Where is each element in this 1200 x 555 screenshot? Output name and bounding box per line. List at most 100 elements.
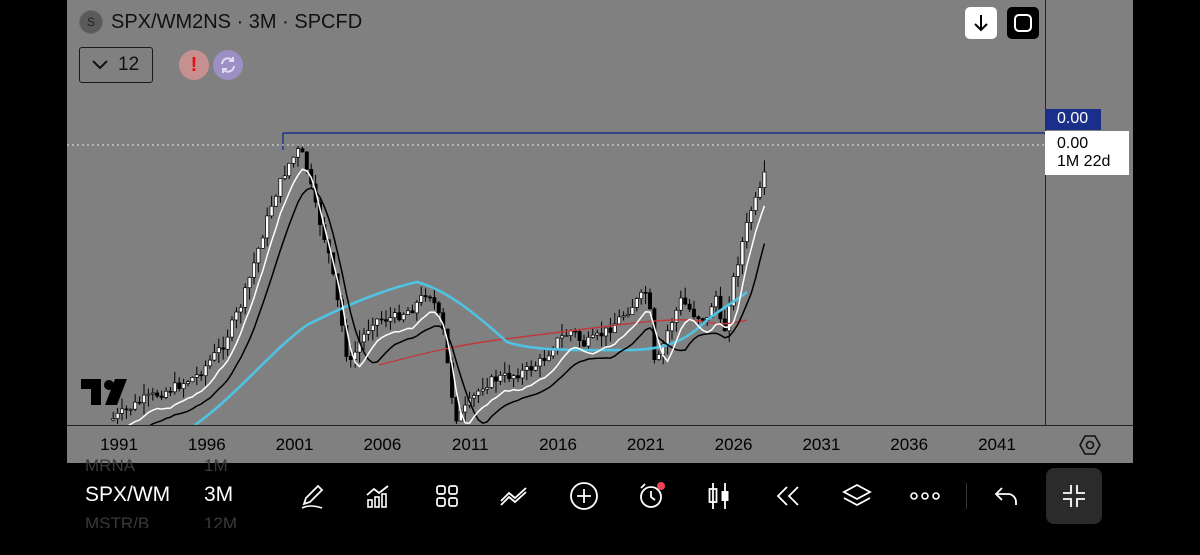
- candle-body: [463, 404, 468, 413]
- candle-body: [419, 295, 424, 303]
- chart-app: 0.00 0.00 1M 22d S SPX/WM2NS · 3M · SPCF…: [67, 0, 1133, 528]
- candle-body: [626, 314, 630, 317]
- time-axis-tick: 2026: [714, 435, 753, 454]
- symbol-selector[interactable]: SPX/WM: [85, 483, 171, 506]
- time-axis-tick: 1996: [187, 435, 226, 454]
- candle-body: [529, 366, 534, 371]
- layers-button[interactable]: [840, 479, 874, 513]
- candles-layer: [111, 145, 767, 424]
- fullscreen-button[interactable]: [1007, 7, 1039, 39]
- candle-body: [287, 162, 292, 177]
- candle-body: [278, 178, 283, 197]
- toolbar-separator: [966, 483, 967, 509]
- candle-body: [533, 365, 538, 371]
- time-axis-tick: 2031: [802, 435, 841, 454]
- templates-button[interactable]: [430, 479, 464, 513]
- replay-icon: [776, 486, 799, 506]
- candle-body: [159, 395, 164, 398]
- candle-body: [247, 277, 252, 289]
- candle-body: [586, 336, 591, 347]
- candle-body: [414, 301, 419, 314]
- candle-body: [560, 335, 564, 339]
- candle-body: [670, 322, 674, 332]
- candle-body: [172, 382, 177, 393]
- candle-body: [551, 349, 556, 357]
- chart-title[interactable]: SPX/WM2NS · 3M · SPCFD: [111, 10, 363, 33]
- candle-body: [546, 355, 551, 362]
- compare-button[interactable]: [497, 479, 531, 513]
- candle-body: [128, 408, 133, 411]
- candle-body: [639, 292, 644, 300]
- chart-settings-button[interactable]: [1077, 432, 1103, 458]
- indicators-button[interactable]: [361, 479, 395, 513]
- candle-body: [181, 383, 186, 389]
- candle-body: [436, 302, 441, 314]
- ghost-symbol-above: MRNA: [85, 456, 136, 475]
- candle-body: [480, 388, 485, 392]
- candle-body: [762, 171, 767, 188]
- templates-icon: [436, 485, 458, 507]
- undo-icon: [994, 487, 1017, 505]
- candle-body: [133, 401, 138, 410]
- cursor-price-box: 0.00 1M 22d: [1045, 131, 1129, 175]
- replay-button[interactable]: [771, 479, 805, 513]
- price-chart[interactable]: [67, 0, 1045, 425]
- candle-body: [423, 295, 428, 298]
- candle-body: [362, 333, 366, 343]
- candle-body: [274, 195, 278, 207]
- candle-body: [494, 376, 498, 382]
- download-button[interactable]: [965, 7, 997, 39]
- collapse-button[interactable]: [1046, 468, 1102, 524]
- candle-body: [225, 336, 230, 350]
- candle-body: [674, 309, 679, 323]
- candle-body: [678, 297, 683, 311]
- candle-body: [582, 340, 586, 347]
- add-icon: [570, 482, 598, 510]
- candle-body: [648, 292, 652, 310]
- candle-body: [370, 324, 375, 331]
- candle-body: [401, 314, 406, 321]
- candle-body: [692, 308, 696, 318]
- candle-body: [168, 390, 173, 393]
- more-button[interactable]: [908, 479, 942, 513]
- time-axis-tick: 2016: [539, 435, 577, 454]
- candle-body: [516, 375, 520, 379]
- timeframe-selector[interactable]: 3M: [204, 483, 234, 506]
- candle-body: [454, 397, 459, 422]
- alert-icon[interactable]: !: [179, 50, 209, 80]
- candle-body: [744, 222, 749, 242]
- chart-type-button[interactable]: [702, 479, 736, 513]
- undo-button[interactable]: [989, 479, 1023, 513]
- time-axis-tick: 2001: [275, 435, 314, 454]
- candle-body: [740, 241, 745, 266]
- pencil-icon: [301, 484, 324, 509]
- candle-body: [300, 148, 305, 153]
- candle-body: [150, 392, 155, 395]
- candle-body: [142, 394, 146, 404]
- candle-body: [155, 392, 160, 397]
- candle-body: [608, 327, 613, 333]
- candle-body: [617, 316, 622, 325]
- candle-body: [753, 196, 758, 211]
- candle-body: [643, 292, 648, 294]
- drawing-tools-button[interactable]: [295, 479, 329, 513]
- cursor-countdown: 1M 22d: [1057, 153, 1111, 170]
- tradingview-logo: [81, 379, 127, 405]
- chart-legend[interactable]: S SPX/WM2NS · 3M · SPCFD: [79, 10, 362, 34]
- candle-body: [384, 319, 388, 322]
- alerts-button[interactable]: [635, 479, 669, 513]
- time-axis-tick: 2011: [451, 435, 489, 454]
- cursor-price: 0.00: [1057, 135, 1089, 152]
- indicator-toggle[interactable]: 12: [79, 47, 153, 83]
- candle-body: [656, 354, 661, 360]
- add-button[interactable]: [567, 479, 601, 513]
- candle-body: [524, 366, 529, 371]
- candle-body: [714, 295, 718, 308]
- candle-body: [507, 372, 512, 380]
- sync-icon[interactable]: [213, 50, 243, 80]
- candle-body: [296, 148, 300, 158]
- time-axis[interactable]: 1991 1996 2001 2006 2011 2016 2021 2026 2031 2036…: [67, 425, 1133, 464]
- candle-body: [700, 318, 705, 321]
- price-scale[interactable]: [1045, 0, 1133, 425]
- candle-body: [388, 317, 393, 322]
